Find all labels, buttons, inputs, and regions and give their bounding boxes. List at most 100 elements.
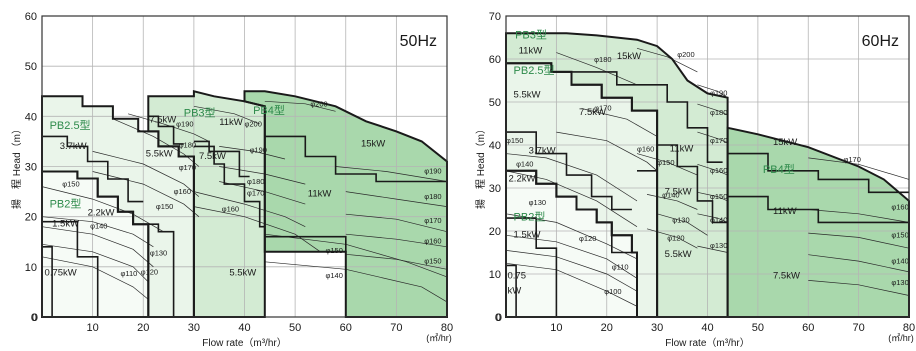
y-tick-label: 10 bbox=[25, 262, 37, 274]
curve-line bbox=[193, 206, 321, 253]
curve-line bbox=[657, 213, 708, 236]
motor-step-line bbox=[727, 152, 909, 194]
curve-line bbox=[636, 47, 698, 73]
motor-label: 1.5kW bbox=[514, 229, 541, 240]
curve-label: φ130 bbox=[891, 278, 908, 287]
curve-label: φ160 bbox=[891, 203, 908, 212]
curve-line bbox=[808, 254, 910, 273]
motor-step-line bbox=[42, 135, 144, 203]
x-tick-label: 80 bbox=[441, 322, 453, 334]
curve-line bbox=[697, 84, 728, 98]
curve-label: φ180 bbox=[179, 140, 196, 149]
series-label: PB2.5型 bbox=[50, 118, 91, 132]
curve-line bbox=[505, 262, 638, 307]
series-label: PB3型 bbox=[184, 105, 216, 119]
chart-title: 60Hz bbox=[862, 33, 899, 50]
curve-line bbox=[636, 153, 698, 176]
curve-line bbox=[193, 105, 260, 125]
motor-step-line bbox=[42, 246, 53, 317]
motor-label: 15kW bbox=[617, 51, 641, 62]
curve-label: φ190 bbox=[250, 145, 267, 154]
curve-label: φ150 bbox=[710, 192, 727, 201]
curve-label: φ140 bbox=[710, 215, 727, 224]
y-tick-label: 60 bbox=[25, 11, 37, 23]
curve-line bbox=[264, 100, 336, 112]
series-label: PB3型 bbox=[515, 27, 547, 41]
y-tick-label: 0 bbox=[495, 312, 501, 324]
x-axis-label: Flow rate（m³/hr） bbox=[202, 337, 286, 349]
curve-label: φ160 bbox=[424, 236, 441, 245]
y-tick-label: 30 bbox=[489, 183, 501, 195]
x-tick-label: 60 bbox=[340, 322, 352, 334]
region-border bbox=[505, 32, 729, 318]
curve-label: φ160 bbox=[710, 166, 727, 175]
motor-label: 11kW bbox=[519, 45, 543, 56]
motor-step-line bbox=[42, 220, 99, 317]
curve-label: φ170 bbox=[247, 189, 264, 198]
x-unit-label: (㎥/hr) bbox=[888, 333, 914, 343]
y-tick-label: 70 bbox=[489, 11, 501, 23]
motor-step-line bbox=[610, 235, 637, 254]
motor-label: 0.75 bbox=[508, 270, 526, 281]
motor-label: 11kW bbox=[670, 143, 694, 154]
curve-line bbox=[41, 226, 154, 268]
curve-line bbox=[41, 216, 154, 248]
motor-label: 5.5kW bbox=[665, 249, 692, 260]
curve-label: φ150 bbox=[62, 180, 79, 189]
x-tick-label: 20 bbox=[601, 322, 613, 334]
motor-step-line bbox=[264, 135, 447, 183]
curve-line bbox=[264, 233, 448, 278]
curve-line bbox=[697, 163, 728, 176]
series-label: PB2.5型 bbox=[514, 63, 555, 77]
y-tick-label: 0 bbox=[496, 312, 502, 324]
motor-step-line bbox=[193, 145, 265, 228]
motor-label: 1.5kW bbox=[52, 219, 79, 230]
curve-label: φ150 bbox=[506, 136, 523, 145]
y-tick-label: 60 bbox=[489, 54, 501, 66]
motor-label: kW bbox=[508, 285, 522, 296]
curve-label: φ170 bbox=[594, 104, 611, 113]
motor-step-line bbox=[727, 195, 909, 224]
motor-step-line bbox=[506, 217, 558, 317]
curve-label: φ190 bbox=[176, 119, 193, 128]
curve-label: φ180 bbox=[710, 108, 727, 117]
motor-step-line bbox=[193, 140, 250, 178]
curve-line bbox=[335, 166, 448, 182]
x-tick-label: 70 bbox=[853, 322, 865, 334]
motor-label: 7.5kW bbox=[579, 107, 606, 118]
curve-line bbox=[697, 191, 728, 202]
curve-line bbox=[697, 213, 728, 223]
x-tick-label: 50 bbox=[289, 322, 301, 334]
curve-line bbox=[505, 170, 638, 227]
motor-step-line bbox=[657, 144, 728, 224]
curve-label: φ180 bbox=[424, 192, 441, 201]
motor-label: 3.7kW bbox=[60, 141, 87, 152]
curve-line bbox=[92, 151, 200, 197]
curve-label: φ160 bbox=[222, 205, 239, 214]
x-tick-label: 20 bbox=[137, 322, 149, 334]
curve-label: φ160 bbox=[637, 144, 654, 153]
motor-step-line bbox=[506, 131, 632, 211]
plot-frame bbox=[505, 15, 910, 318]
series-label: PB4型 bbox=[253, 103, 285, 117]
motor-label: 11kW bbox=[308, 189, 332, 200]
curve-line bbox=[345, 191, 448, 207]
curve-line bbox=[808, 232, 910, 249]
curve-label: φ110 bbox=[612, 263, 629, 272]
curve-label: φ130 bbox=[710, 241, 727, 250]
motor-label: 3.7kW bbox=[529, 146, 556, 157]
motor-label: 5.5kW bbox=[514, 90, 541, 101]
motor-step-line bbox=[506, 264, 517, 317]
x-tick-label: 70 bbox=[390, 322, 402, 334]
curve-line bbox=[345, 213, 448, 233]
region-2 bbox=[148, 91, 265, 317]
x-tick-label: 60 bbox=[802, 322, 814, 334]
curve-label: φ200 bbox=[245, 119, 262, 128]
curve-line bbox=[264, 261, 448, 303]
x-tick-label: 40 bbox=[238, 322, 250, 334]
curve-line bbox=[697, 245, 728, 253]
curve-line bbox=[697, 131, 728, 144]
motor-label: 15kW bbox=[361, 138, 385, 149]
